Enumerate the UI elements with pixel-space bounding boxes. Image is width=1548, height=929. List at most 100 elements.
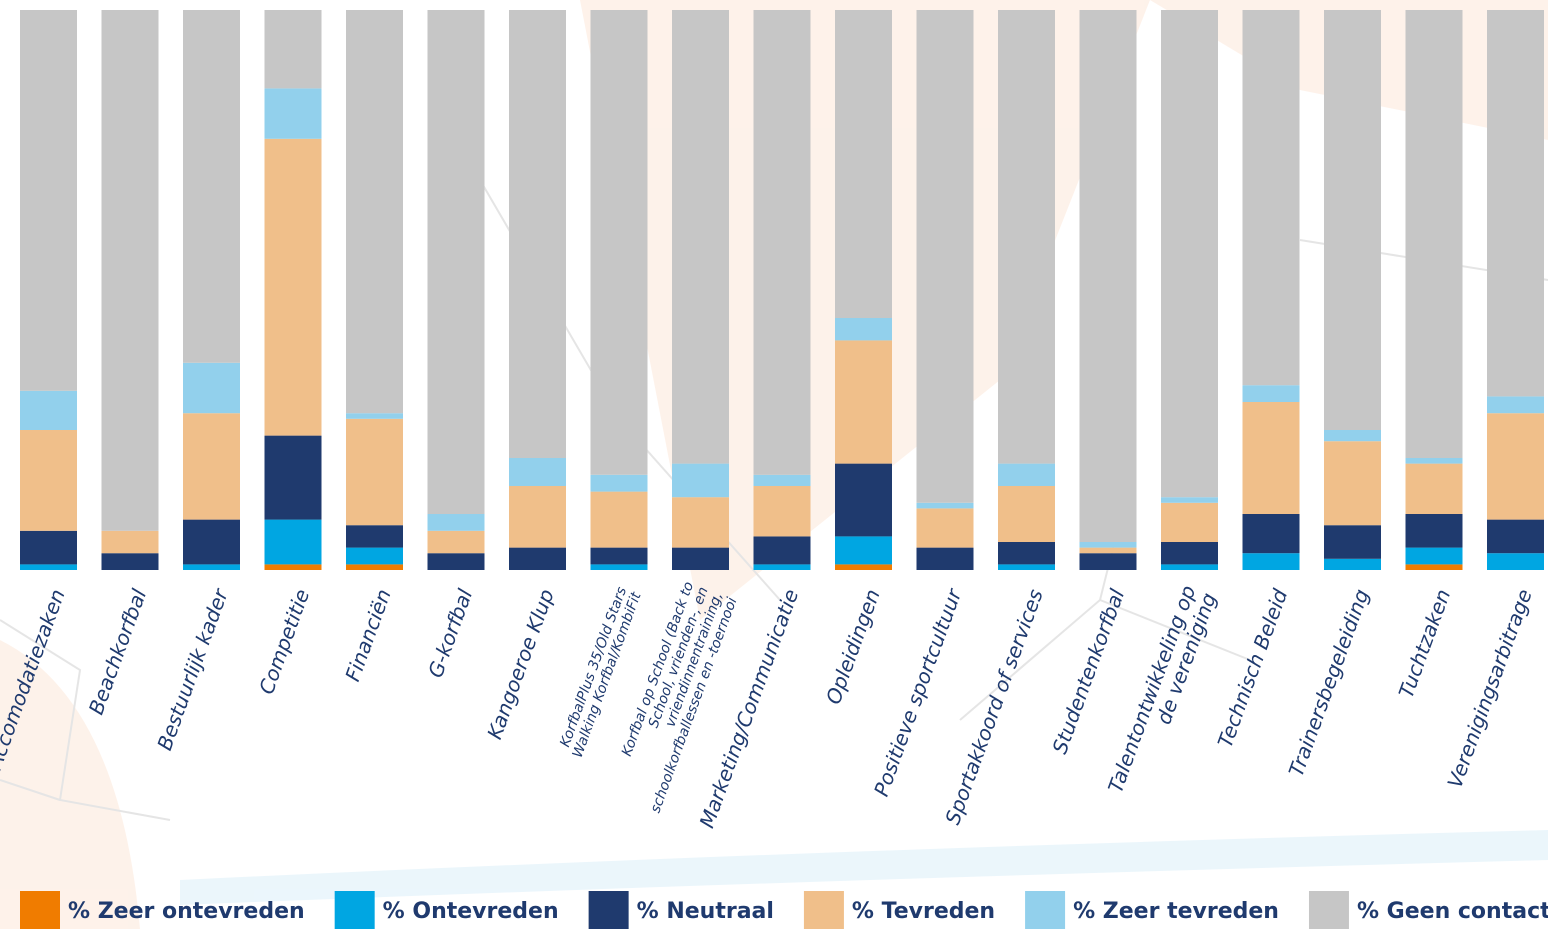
bar-segment: [1080, 553, 1137, 570]
x-tick-label: Trainersbegeleiding: [1284, 586, 1374, 780]
bar-segment: [1487, 553, 1544, 570]
bar-segment: [346, 548, 403, 565]
legend-label: % Geen contact: [1357, 899, 1548, 924]
bar-segment: [265, 436, 322, 520]
bar-segment: [1406, 564, 1463, 570]
chart: AccomodatiezakenBeachkorfbalBestuurlijk …: [0, 0, 1548, 929]
bar-segment: [1243, 10, 1300, 385]
bar-segment: [346, 419, 403, 525]
bar-segment: [265, 10, 322, 88]
bar-segment: [1487, 10, 1544, 396]
bar-segment: [1406, 464, 1463, 514]
x-tick-label: Opleidingen: [821, 586, 885, 707]
bar-segment: [346, 564, 403, 570]
bar-segment: [1243, 553, 1300, 570]
bar-segment: [998, 10, 1055, 464]
bar-segment: [183, 10, 240, 363]
bar-segment: [998, 564, 1055, 570]
x-tick-label: Technisch Beleid: [1213, 586, 1293, 751]
bar-segment: [1080, 10, 1137, 542]
bar-segment: [346, 525, 403, 547]
bar-segment: [672, 464, 729, 498]
x-label-group: Kangoeroe Klup: [482, 586, 559, 742]
bar-segment: [1487, 396, 1544, 413]
bar-segment: [20, 430, 77, 531]
legend-label: % Zeer tevreden: [1073, 899, 1279, 924]
bar-segment: [1080, 548, 1137, 554]
bar-segment: [1487, 520, 1544, 554]
bar-segment: [1324, 441, 1381, 525]
x-label-group: Technisch Beleid: [1213, 586, 1293, 751]
bar-segment: [183, 413, 240, 519]
bar-segment: [591, 475, 648, 492]
bar-segment: [1406, 10, 1463, 458]
bar-segment: [998, 542, 1055, 564]
bar-segment: [754, 486, 811, 536]
bar-segment: [183, 564, 240, 570]
bar-segment: [1080, 542, 1137, 548]
bar-segment: [998, 464, 1055, 486]
bar-segment: [754, 10, 811, 475]
legend-swatch: [20, 891, 60, 929]
legend-swatch: [335, 891, 375, 929]
bar-segment: [183, 520, 240, 565]
bar-segment: [20, 564, 77, 570]
legend-swatch: [1025, 891, 1065, 929]
bar-segment: [346, 413, 403, 419]
bar-segment: [591, 548, 648, 565]
x-tick-label: Beachkorfbal: [84, 585, 152, 717]
x-tick-label: Positieve sportcultuur: [869, 584, 967, 799]
bar-segment: [509, 486, 566, 548]
bar-segment: [1243, 402, 1300, 514]
x-label-group: Positieve sportcultuur: [869, 584, 967, 799]
bar-segment: [509, 458, 566, 486]
bar-segment: [835, 536, 892, 564]
x-label-group: Competitie: [254, 586, 314, 697]
bar-segment: [672, 548, 729, 570]
bar-segment: [428, 10, 485, 514]
bar-segment: [835, 564, 892, 570]
bar-segment: [998, 486, 1055, 542]
bar-segment: [1324, 10, 1381, 430]
bar-segment: [183, 363, 240, 413]
x-tick-label: Bestuurlijk kader: [152, 584, 233, 753]
bar-segment: [1161, 497, 1218, 503]
x-tick-label: Competitie: [254, 586, 314, 697]
bar-segment: [754, 564, 811, 570]
bar-segment: [917, 503, 974, 509]
x-label-group: Financiën: [340, 586, 395, 685]
x-label-group: G-korfbal: [423, 585, 477, 680]
bar-segment: [835, 340, 892, 463]
bar-segment: [1406, 514, 1463, 548]
bar-segment: [1406, 458, 1463, 464]
bar-segment: [102, 553, 159, 570]
bar-segment: [265, 520, 322, 565]
x-label-group: Opleidingen: [821, 586, 885, 707]
bar-segment: [102, 531, 159, 553]
bar-segment: [1161, 542, 1218, 564]
bar-segment: [1243, 514, 1300, 553]
legend-label: % Ontevreden: [383, 899, 559, 924]
bar-segment: [509, 548, 566, 570]
x-tick-label: Sportakkoord of services: [940, 586, 1048, 828]
x-label-group: Tuchtzaken: [1394, 586, 1455, 701]
bar-segment: [1487, 413, 1544, 519]
bar-segment: [672, 497, 729, 547]
bar-segment: [1406, 548, 1463, 565]
bar-segment: [591, 492, 648, 548]
bar-segment: [102, 10, 159, 531]
bar-segment: [428, 531, 485, 553]
x-tick-label: Verenigingsarbitrage: [1443, 586, 1537, 791]
bar-segment: [20, 391, 77, 430]
bar-segment: [835, 10, 892, 318]
legend-label: % Neutraal: [637, 899, 774, 924]
x-tick-label: Financiën: [340, 586, 395, 685]
legend-swatch: [589, 891, 629, 929]
bar-segment: [835, 464, 892, 537]
bar-segment: [265, 564, 322, 570]
x-label-group: Beachkorfbal: [84, 585, 152, 717]
x-label-group: Sportakkoord of services: [940, 586, 1048, 828]
bar-segment: [1161, 564, 1218, 570]
bar-segment: [1324, 525, 1381, 559]
bar-segment: [917, 508, 974, 547]
